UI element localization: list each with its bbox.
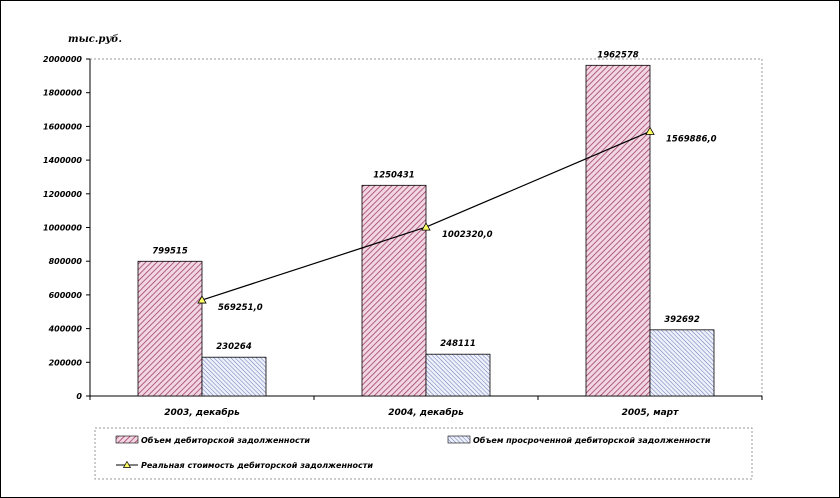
bar-value-label: 392692: [664, 315, 700, 325]
legend-marker-real-value: [122, 460, 132, 468]
legend-swatch-debt-volume: [115, 435, 139, 444]
bar-value-label: 1250431: [373, 170, 414, 180]
legend-item-real-value: Реальная стоимость дебиторской задолженн…: [116, 460, 373, 470]
x-category-label: 2005, март: [622, 408, 679, 418]
bar-overdue-debt: [201, 356, 267, 397]
line-value-label: 1569886,0: [666, 134, 717, 144]
legend-item-debt-volume: Объем дебиторской задолженности: [115, 435, 310, 445]
line-value-label: 1002320,0: [442, 230, 493, 240]
legend-label-debt-volume: Объем дебиторской задолженности: [141, 435, 310, 445]
line-value-label: 569251,0: [218, 303, 263, 313]
legend: Объем дебиторской задолженности Объем пр…: [94, 427, 753, 480]
axes: 0 200000 400000 600000 800000 1000000 1200000 1…: [43, 55, 763, 418]
y-tick-label: 800000: [49, 257, 83, 266]
legend-label-real-value: Реальная стоимость дебиторской задолженн…: [141, 460, 373, 470]
x-category-label: 2003, декабрь: [164, 407, 240, 418]
legend-swatch-overdue-debt: [447, 435, 471, 444]
bar-overdue-debt: [649, 329, 715, 397]
bar-value-label: 1962578: [597, 50, 638, 60]
x-category-label: 2004, декабрь: [388, 407, 464, 418]
bar-debt-volume: [137, 260, 203, 397]
bar-overdue-debt: [425, 353, 491, 397]
legend-label-overdue-debt: Объем просроченной дебиторской задолженн…: [473, 435, 711, 445]
y-tick-label: 400000: [48, 325, 83, 334]
bar-debt-volume: [361, 184, 427, 397]
bar-debt-volume: [585, 64, 651, 397]
y-tick-label: 2000000: [43, 55, 82, 64]
line-point-real-value: [197, 295, 207, 304]
line-point-real-value: [645, 126, 655, 135]
unit-label: тыс.руб.: [68, 34, 122, 45]
y-tick-label: 1200000: [43, 190, 82, 199]
bars: [137, 64, 715, 397]
y-tick-label: 200000: [49, 358, 83, 367]
y-tick-label: 1000000: [43, 224, 82, 233]
y-tick-label: 600000: [49, 291, 83, 300]
y-tick-label: 1400000: [43, 156, 82, 165]
y-tick-label: 1600000: [43, 122, 82, 131]
line-point-real-value: [421, 222, 431, 231]
line-series: [197, 126, 655, 304]
bar-value-label: 230264: [216, 342, 252, 352]
y-tick-label: 0: [76, 392, 82, 401]
bar-value-label: 799515: [152, 246, 188, 256]
bar-value-label: 248111: [440, 339, 476, 349]
legend-frame: [94, 427, 753, 480]
y-tick-label: 1800000: [43, 89, 82, 98]
data-labels: 799515 1250431 1962578 230264 248111 392692 56…: [152, 50, 716, 352]
legend-item-overdue-debt: Объем просроченной дебиторской задолженн…: [447, 435, 711, 445]
